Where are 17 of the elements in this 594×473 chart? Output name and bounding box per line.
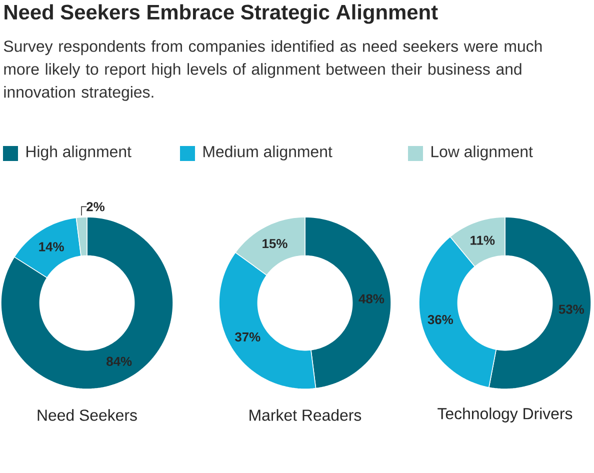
data-label: 84% [106,356,132,366]
legend-label: Medium alignment [204,146,332,160]
chart-title: Need Seekers Embrace Strategic Alignment [4,4,438,24]
data-label: 14% [39,242,64,252]
data-label: 2% [86,202,105,212]
data-label: 53% [558,304,584,314]
data-label: 36% [428,315,454,324]
text: Technology Drivers [438,408,572,422]
text: Need Seekers [38,409,137,421]
legend-label: High alignment [26,146,132,160]
data-label: 11% [470,236,495,245]
data-label: 48% [358,294,384,304]
data-label: 37% [234,332,260,342]
data-label: 15% [262,239,288,248]
chart-subtitle: Survey respondents from companies identified as need seekers were much more likely to report high levels of alignment between their business and innovation strategies. [4,40,542,101]
text: Market Readers [250,409,362,421]
legend-label: Low alignment [432,146,533,160]
